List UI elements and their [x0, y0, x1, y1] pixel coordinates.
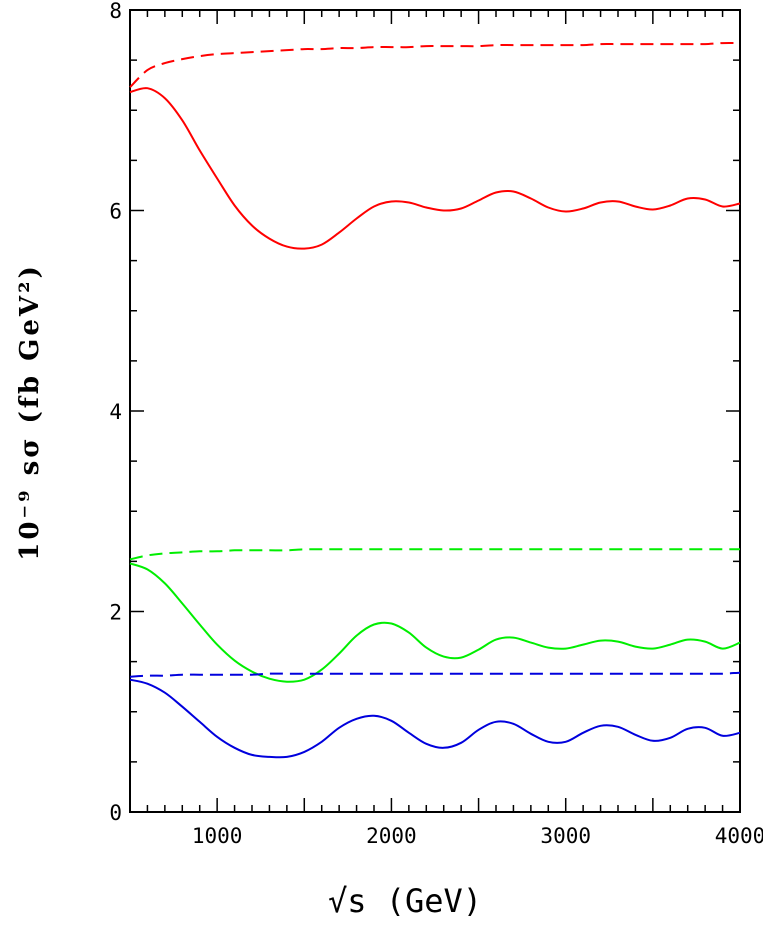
- series-line-3-dashed: [129, 548, 740, 561]
- y-tick-label: 8: [109, 0, 122, 23]
- tick-labels: 1000 2000 3000 4000 0 2 4 6 8: [109, 0, 763, 848]
- x-tick-label: 2000: [366, 824, 417, 848]
- axis-ticks: [130, 9, 741, 813]
- x-tick-label: 4000: [715, 824, 763, 848]
- x-axis-label: √s (GeV): [328, 882, 482, 920]
- series-line-6-solid: [129, 678, 741, 759]
- series-line-2-solid: [129, 87, 741, 250]
- y-axis-label: 10⁻⁹ sσ (fb GeV²): [15, 263, 45, 561]
- series-line-4-solid: [129, 562, 741, 683]
- plot-frame: [129, 9, 741, 813]
- y-tick-label: 2: [109, 601, 122, 625]
- x-tick-label: 3000: [540, 824, 591, 848]
- series-line-5-dashed: [129, 671, 741, 678]
- series-layer: [129, 42, 741, 759]
- y-tick-label: 4: [109, 400, 122, 424]
- y-tick-label: 0: [109, 801, 122, 825]
- x-tick-label: 1000: [192, 824, 243, 848]
- series-line-1-dashed: [129, 42, 741, 88]
- y-tick-label: 6: [109, 200, 122, 224]
